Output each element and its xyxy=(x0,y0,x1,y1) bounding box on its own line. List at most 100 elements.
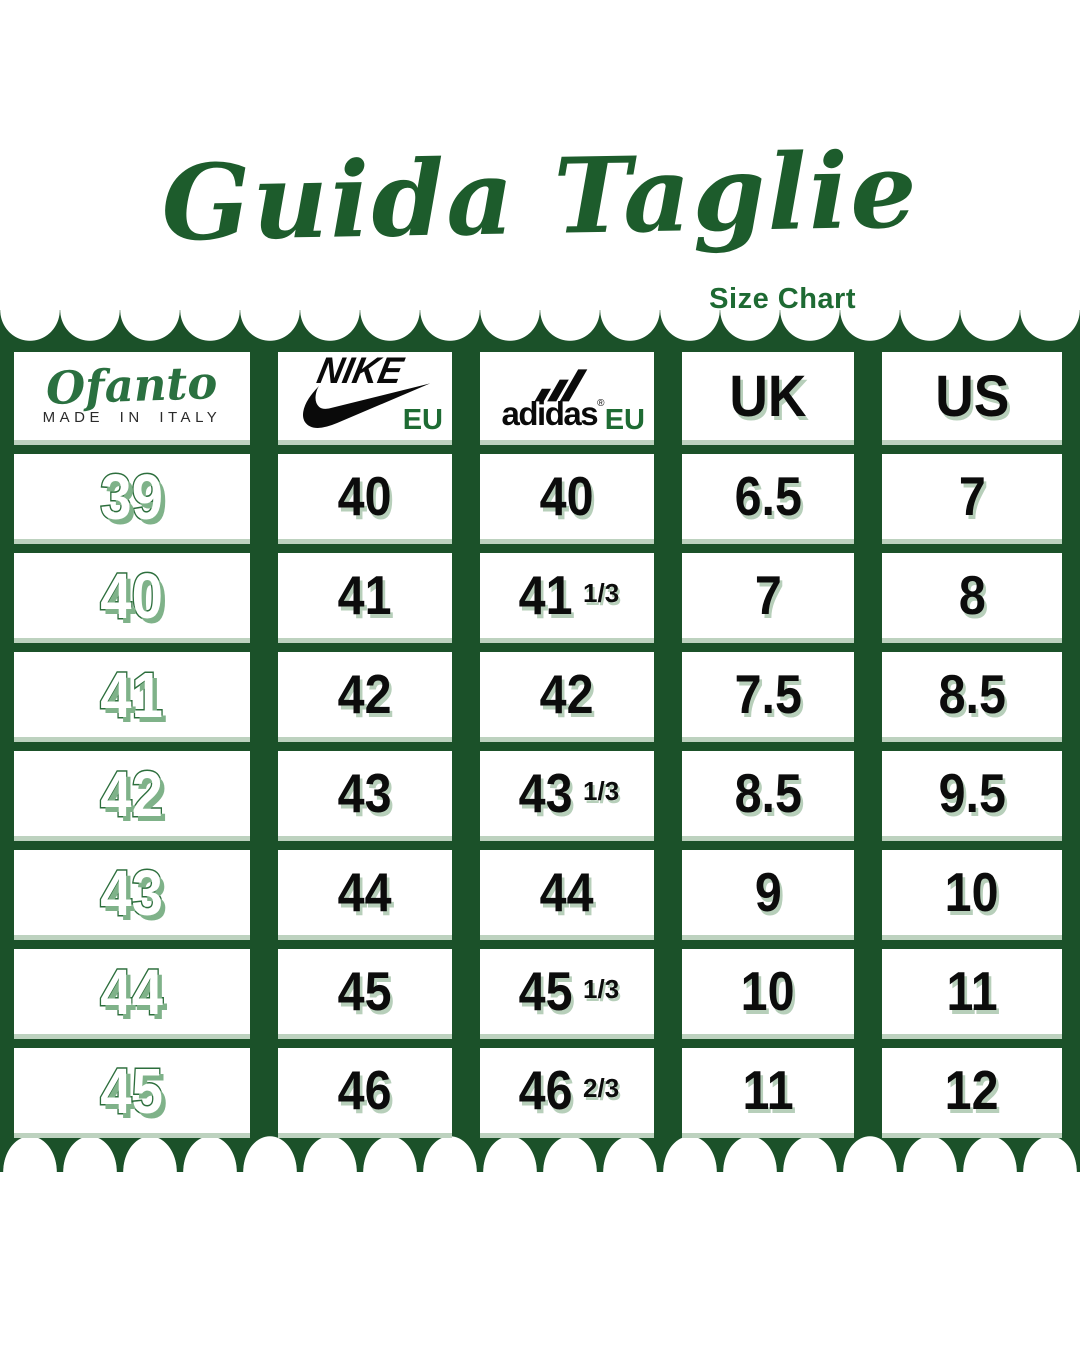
uk-size-cell: 11 xyxy=(682,1048,854,1133)
uk-size-value: 11 xyxy=(742,1059,794,1121)
ofanto-size-value: 41 xyxy=(99,658,164,731)
ofanto-size-value: 43 xyxy=(99,856,164,929)
brand-header-cell: Ofanto MADE IN ITALY xyxy=(14,352,250,440)
ofanto-size-cell: 39 xyxy=(14,454,250,539)
uk-size-cell: 7.5 xyxy=(682,652,854,737)
us-size-value: 8.5 xyxy=(938,663,1006,725)
nike-size-cell: 40 xyxy=(278,454,452,539)
us-size-value: 10 xyxy=(945,861,999,923)
adidas-size-value: 45 xyxy=(518,960,573,1022)
adidas-size-value: 42 xyxy=(540,663,594,725)
size-table: Ofanto MADE IN ITALY NIKE EU xyxy=(14,350,1062,1133)
adidas-wordmark: adidas xyxy=(501,395,599,433)
nike-header-cell: NIKE EU xyxy=(278,350,452,440)
nike-size-cell: 46 xyxy=(278,1048,452,1133)
page-subtitle: Size Chart xyxy=(709,283,856,315)
uk-size-value: 9 xyxy=(754,861,782,923)
nike-size-value: 46 xyxy=(338,1059,392,1121)
ofanto-size-cell: 45 xyxy=(14,1048,250,1133)
us-size-value: 7 xyxy=(958,465,986,527)
nike-size-value: 45 xyxy=(338,960,392,1022)
adidas-size-value: 41 xyxy=(518,564,573,626)
ofanto-size-value: 39 xyxy=(99,460,164,533)
us-size-cell: 8.5 xyxy=(882,652,1062,737)
nike-size-value: 42 xyxy=(338,663,392,725)
us-header-cell: US xyxy=(882,352,1062,440)
us-size-cell: 7 xyxy=(882,454,1062,539)
us-size-cell: 9.5 xyxy=(882,751,1062,836)
nike-eu-label: EU xyxy=(402,404,443,436)
ofanto-size-cell: 40 xyxy=(14,553,250,638)
adidas-eu-label: EU xyxy=(604,404,645,436)
registered-mark: ® xyxy=(597,398,605,410)
nike-size-value: 44 xyxy=(338,861,392,923)
adidas-size-fraction: 1/3 xyxy=(583,578,620,608)
us-size-value: 11 xyxy=(946,960,998,1022)
uk-size-value: 7 xyxy=(754,564,782,626)
adidas-size-value: 43 xyxy=(518,762,573,824)
nike-logo: NIKE xyxy=(289,350,431,435)
nike-size-cell: 43 xyxy=(278,751,452,836)
adidas-size-value: 46 xyxy=(518,1059,573,1121)
adidas-size-cell: 44 xyxy=(480,850,654,935)
adidas-size-fraction: 1/3 xyxy=(583,776,620,806)
uk-size-cell: 8.5 xyxy=(682,751,854,836)
adidas-size-cell: 46 2/3 xyxy=(480,1048,654,1133)
us-size-cell: 8 xyxy=(882,553,1062,638)
adidas-size-cell: 40 xyxy=(480,454,654,539)
ofanto-size-value: 40 xyxy=(99,559,164,632)
made-in-italy-label: MADE IN ITALY xyxy=(42,409,222,427)
adidas-three-stripes-icon xyxy=(534,369,588,402)
size-table-panel: Ofanto MADE IN ITALY NIKE EU xyxy=(0,310,1080,1172)
uk-size-value: 7.5 xyxy=(734,663,802,725)
uk-size-cell: 6.5 xyxy=(682,454,854,539)
us-size-cell: 11 xyxy=(882,949,1062,1034)
adidas-size-cell: 41 1/3 xyxy=(480,553,654,638)
uk-size-cell: 9 xyxy=(682,850,854,935)
uk-size-value: 6.5 xyxy=(734,465,802,527)
nike-size-value: 43 xyxy=(338,762,392,824)
us-size-value: 12 xyxy=(945,1059,999,1121)
us-size-cell: 10 xyxy=(882,850,1062,935)
uk-size-value: 8.5 xyxy=(734,762,802,824)
ofanto-size-cell: 42 xyxy=(14,751,250,836)
adidas-size-value: 44 xyxy=(540,861,594,923)
nike-size-cell: 42 xyxy=(278,652,452,737)
nike-swoosh-icon xyxy=(303,383,431,429)
us-size-cell: 12 xyxy=(882,1048,1062,1133)
scallop-bottom-edge xyxy=(0,1134,1080,1172)
uk-size-cell: 7 xyxy=(682,553,854,638)
adidas-header-cell: adidas ® EU xyxy=(480,352,654,440)
nike-size-cell: 41 xyxy=(278,553,452,638)
ofanto-size-cell: 43 xyxy=(14,850,250,935)
scallop-top-edge xyxy=(0,310,1080,344)
adidas-size-fraction: 2/3 xyxy=(583,1073,620,1103)
adidas-size-cell: 45 1/3 xyxy=(480,949,654,1034)
page-title: Guida Taglie xyxy=(160,128,920,265)
us-header-label: US xyxy=(934,363,1010,429)
nike-size-value: 40 xyxy=(338,465,392,527)
us-size-value: 9.5 xyxy=(938,762,1006,824)
ofanto-logo: Ofanto xyxy=(45,355,219,415)
ofanto-size-value: 42 xyxy=(99,757,164,830)
uk-header-cell: UK xyxy=(682,352,854,440)
us-size-value: 8 xyxy=(958,564,986,626)
ofanto-size-cell: 44 xyxy=(14,949,250,1034)
nike-size-value: 41 xyxy=(338,564,392,626)
uk-size-value: 10 xyxy=(741,960,795,1022)
uk-header-label: UK xyxy=(729,363,807,429)
nike-size-cell: 45 xyxy=(278,949,452,1034)
adidas-size-cell: 42 xyxy=(480,652,654,737)
ofanto-size-value: 45 xyxy=(99,1054,164,1127)
adidas-size-fraction: 1/3 xyxy=(583,974,620,1004)
adidas-logo: adidas ® xyxy=(501,363,605,433)
ofanto-size-value: 44 xyxy=(99,955,164,1028)
nike-size-cell: 44 xyxy=(278,850,452,935)
adidas-size-value: 40 xyxy=(540,465,594,527)
adidas-wordline: adidas ® xyxy=(501,395,605,433)
uk-size-cell: 10 xyxy=(682,949,854,1034)
ofanto-size-cell: 41 xyxy=(14,652,250,737)
adidas-size-cell: 43 1/3 xyxy=(480,751,654,836)
nike-wordmark: NIKE xyxy=(313,350,407,392)
